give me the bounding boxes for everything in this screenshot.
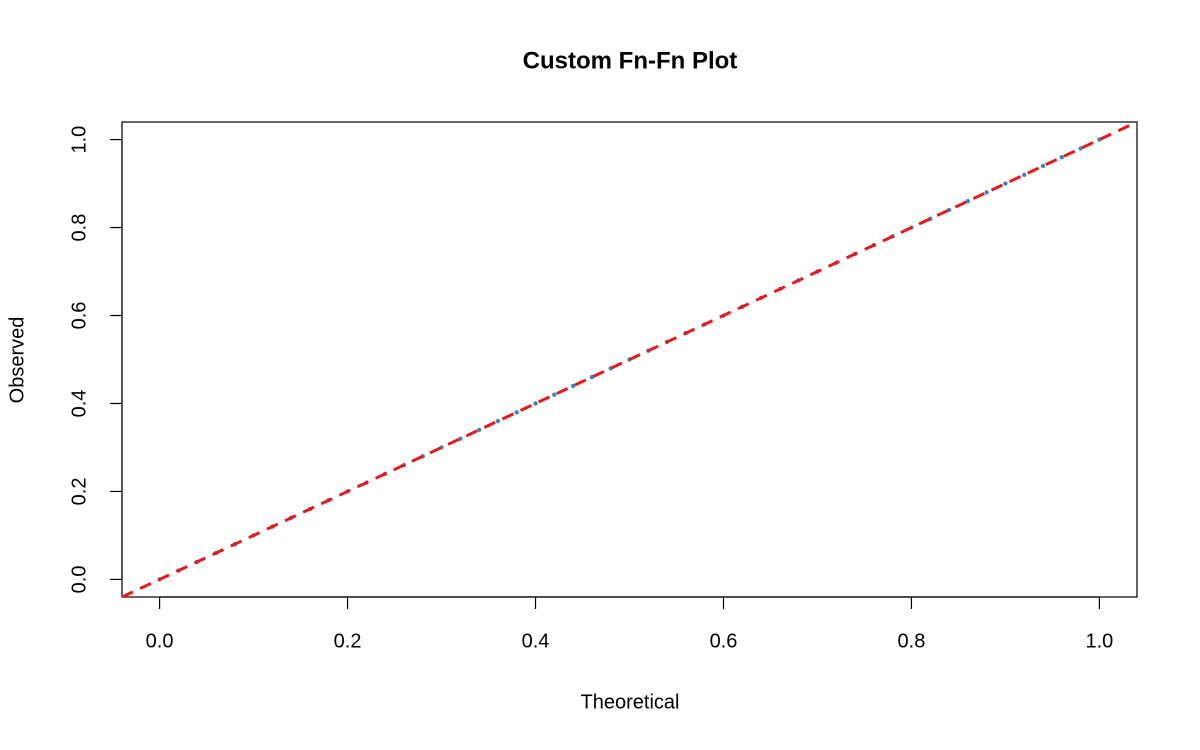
point [1003,181,1008,186]
point [495,418,501,424]
x-tick-label: 0.2 [334,630,362,652]
plot-area [122,122,1137,597]
chart-title: Custom Fn-Fn Plot [523,47,738,74]
x-tick-label: 0.8 [898,630,926,652]
y-tick-label: 0.4 [68,390,90,418]
point [552,392,557,397]
reference-line [122,122,1137,597]
y-tick-label: 0.2 [68,478,90,506]
point [514,410,519,415]
point [1022,172,1027,177]
point [984,190,989,195]
point [533,401,538,406]
x-tick-label: 0.0 [146,630,174,652]
point [458,436,463,441]
y-tick-label: 1.0 [68,126,90,154]
point [965,198,971,204]
x-tick-label: 0.6 [710,630,738,652]
x-tick-label: 0.4 [522,630,550,652]
y-axis-label: Observed [6,317,28,404]
y-tick-label: 0.8 [68,214,90,242]
point [1040,163,1046,169]
point [476,427,482,433]
x-tick-label: 1.0 [1086,630,1114,652]
point [1078,146,1083,151]
y-tick-label: 0.6 [68,302,90,330]
y-tick-label: 0.0 [68,566,90,594]
point [570,383,576,389]
x-axis-label: Theoretical [581,691,680,713]
point [1059,154,1065,160]
